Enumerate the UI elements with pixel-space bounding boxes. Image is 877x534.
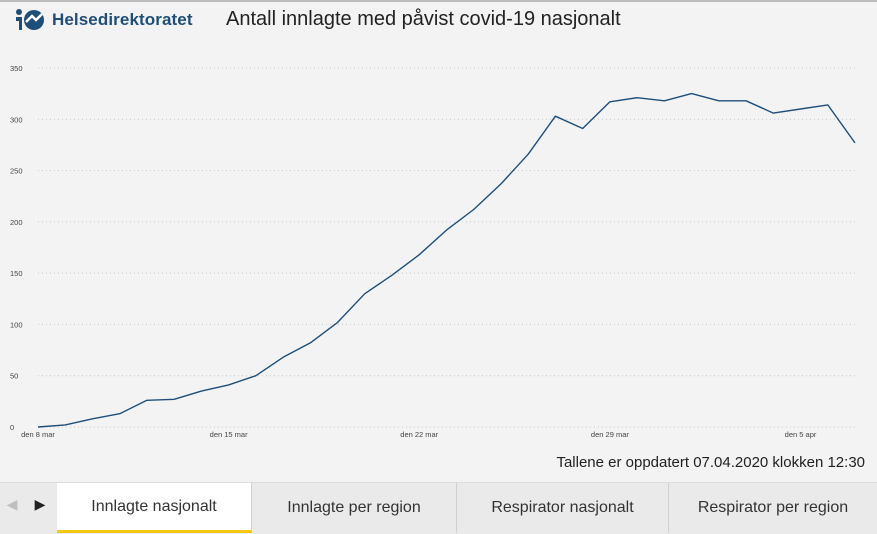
tab-label: Innlagte per region (287, 499, 421, 516)
chevron-right-icon[interactable]: ▶ (34, 496, 46, 512)
y-tick-label: 100 (10, 320, 23, 329)
logo: Helsedirektoratet (14, 8, 193, 32)
x-tick-label: den 29 mar (591, 430, 629, 439)
header: Helsedirektoratet Antall innlagte med på… (0, 2, 877, 38)
tab-label: Respirator nasjonalt (491, 499, 634, 516)
helsedirektoratet-logo-icon (16, 9, 44, 30)
y-tick-label: 150 (10, 269, 23, 278)
chart-svg: 0 50 100 150 200 250 300 350 den 8 mar den 15 mar… (10, 64, 856, 439)
x-tick-label: den 22 mar (400, 430, 438, 439)
updated-timestamp: Tallene er oppdatert 07.04.2020 klokken … (556, 454, 865, 471)
line-chart: 0 50 100 150 200 250 300 350 den 8 mar den 15 mar… (0, 40, 877, 450)
chevron-left-icon[interactable]: ◀ (6, 496, 18, 512)
y-tick-label: 250 (10, 167, 23, 176)
y-tick-label: 350 (10, 64, 23, 73)
logo-text: Helsedirektoratet (52, 10, 193, 29)
x-tick-label: den 5 apr (785, 430, 817, 439)
tab-label: Innlagte nasjonalt (91, 497, 217, 515)
tab-respirator-per-region[interactable]: Respirator per region (669, 483, 877, 533)
tab-respirator-nasjonalt[interactable]: Respirator nasjonalt (457, 483, 669, 533)
tab-innlagte-per-region[interactable]: Innlagte per region (252, 483, 457, 533)
tab-label: Respirator per region (697, 499, 849, 516)
tab-bar: ◀ ▶ Innlagte nasjonalt Innlagte per regi… (0, 482, 877, 534)
y-tick-label: 300 (10, 115, 23, 124)
series-line (37, 92, 856, 428)
y-tick-label: 200 (10, 218, 23, 227)
y-tick-label: 0 (10, 423, 14, 432)
page-title: Antall innlagte med påvist covid-19 nasj… (226, 8, 621, 30)
top-border (0, 0, 877, 2)
x-tick-label: den 8 mar (21, 430, 55, 439)
tab-innlagte-nasjonalt[interactable]: Innlagte nasjonalt (57, 483, 252, 533)
y-tick-label: 50 (10, 372, 18, 381)
x-tick-label: den 15 mar (210, 430, 248, 439)
